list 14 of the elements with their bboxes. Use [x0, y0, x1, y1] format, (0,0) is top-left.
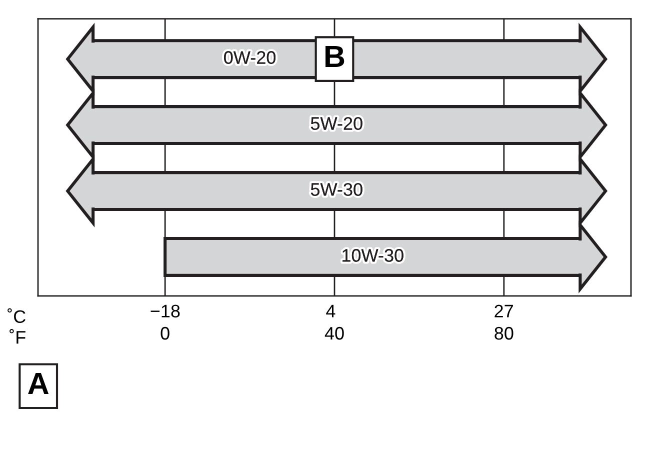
y-tick-label: 5W-20 — [310, 117, 362, 130]
y-tick-label: 0W-20 — [224, 51, 276, 64]
x2-tick-label: 4 — [326, 304, 336, 318]
x2-tick-label: 27 — [494, 304, 513, 318]
text: A — [28, 373, 49, 394]
x-axis-title: ˚F — [10, 329, 26, 344]
x2-axis-title: ˚C — [8, 308, 26, 324]
x-tick-label: 80 — [494, 326, 514, 340]
x-tick-label: 40 — [324, 326, 344, 340]
y-tick-label: 10W-30 — [342, 249, 404, 262]
annotation: B — [326, 46, 344, 67]
y-tick-label: 5W-30 — [310, 183, 362, 196]
x2-tick-label: −18 — [150, 304, 180, 318]
x-tick-label: 0 — [160, 326, 170, 340]
